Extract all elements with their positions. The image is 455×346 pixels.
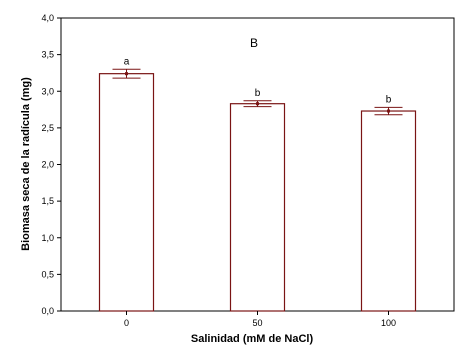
panel-label: B	[250, 36, 258, 50]
bar-0	[98, 73, 155, 312]
x-tick-label: 100	[381, 318, 396, 328]
y-tick-label: 2,5	[41, 123, 54, 133]
y-tick-label: 0,0	[41, 306, 54, 316]
x-tick-label: 50	[252, 318, 262, 328]
y-tick-label: 3,5	[41, 50, 54, 60]
x-tick-label: 0	[124, 318, 129, 328]
significance-label-50: b	[255, 88, 261, 99]
y-tick-label: 0,5	[41, 269, 54, 279]
bars-group: a b b	[98, 56, 417, 312]
bar-50	[229, 103, 286, 312]
y-tick-label: 4,0	[41, 13, 54, 23]
y-tick-label: 2,0	[41, 160, 54, 170]
ticks-group: 0,0 0,5 1,0 1,5 2,0 2,5 3,0 3,5 4,0 0 50 100	[41, 13, 396, 328]
mean-marker-50	[256, 102, 259, 106]
y-tick-label: 1,0	[41, 233, 54, 243]
significance-label-0: a	[124, 56, 130, 67]
mean-marker-0	[125, 72, 128, 76]
y-tick-label: 3,0	[41, 86, 54, 96]
y-tick-label: 1,5	[41, 196, 54, 206]
bar-100	[360, 110, 417, 312]
y-axis-title: Biomasa seca de la radícula (mg)	[20, 77, 32, 251]
x-axis-title: Salinidad (mM de NaCl)	[191, 333, 314, 345]
significance-label-100: b	[386, 94, 392, 105]
mean-marker-100	[387, 109, 390, 113]
